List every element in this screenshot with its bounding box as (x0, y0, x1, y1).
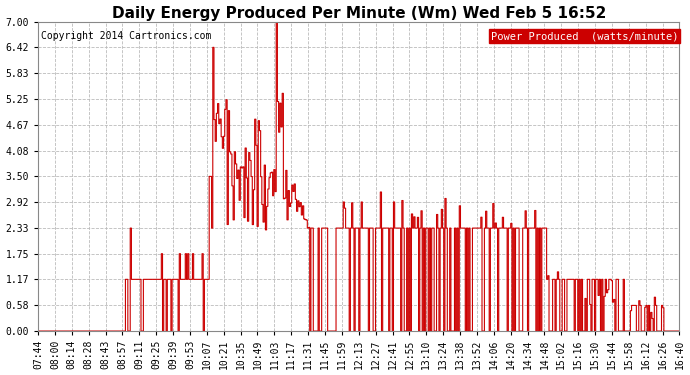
Text: Copyright 2014 Cartronics.com: Copyright 2014 Cartronics.com (41, 31, 212, 41)
Title: Daily Energy Produced Per Minute (Wm) Wed Feb 5 16:52: Daily Energy Produced Per Minute (Wm) We… (112, 6, 606, 21)
Text: Power Produced  (watts/minute): Power Produced (watts/minute) (491, 31, 678, 41)
